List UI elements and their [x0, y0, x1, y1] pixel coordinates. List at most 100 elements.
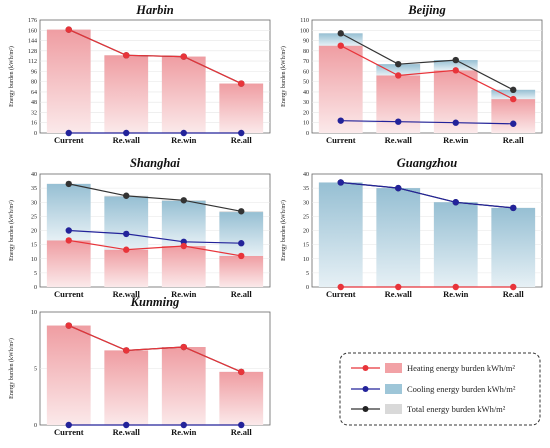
y-tick-label: 0: [306, 131, 309, 137]
point-heating: [123, 347, 130, 354]
chart-title: Shanghai: [130, 156, 181, 170]
point-total: [395, 60, 402, 68]
point-heating: [65, 26, 72, 33]
bar-heating: [46, 29, 91, 133]
y-tick-label: 20: [303, 110, 309, 116]
point-total: [510, 86, 517, 94]
y-tick-label: 50: [303, 80, 309, 86]
x-tick-label: Re.wall: [385, 289, 413, 299]
y-tick-label: 10: [31, 310, 37, 316]
bar-cooling: [376, 64, 421, 76]
y-tick-label: 0: [306, 285, 309, 291]
x-tick-label: Re.all: [503, 289, 525, 299]
x-tick-label: Re.win: [171, 135, 197, 145]
y-tick-label: 20: [31, 229, 37, 235]
point-cooling: [337, 179, 344, 186]
y-tick-label: 30: [303, 200, 309, 206]
chart-title: Beijing: [407, 3, 446, 17]
point-heating: [238, 80, 245, 87]
point-heating: [452, 67, 459, 74]
y-tick-label: 64: [31, 90, 37, 96]
x-tick-label: Re.wall: [113, 427, 141, 437]
legend-cooling-swatch: [385, 384, 402, 394]
line-cooling: [340, 181, 514, 209]
chart-title: Guangzhou: [397, 156, 457, 170]
legend-total-marker: [362, 406, 369, 412]
point-total: [337, 30, 344, 37]
y-tick-label: 70: [303, 59, 309, 65]
legend-cooling-marker: [362, 386, 369, 392]
point-heating: [180, 343, 187, 351]
x-tick-label: Re.wall: [113, 135, 141, 145]
legend-item-cooling: Cooling energy burden kWh/m²: [351, 384, 516, 394]
line-total: [68, 183, 242, 212]
bar-heating: [219, 371, 264, 425]
point-total: [123, 192, 130, 199]
y-tick-label: 96: [31, 69, 37, 75]
y-tick-label: 100: [300, 28, 309, 34]
y-tick-label: 0: [34, 285, 37, 291]
point-heating: [180, 53, 187, 60]
line-cooling: [68, 229, 242, 244]
y-tick-label: 30: [303, 100, 309, 106]
legend-total-swatch: [385, 404, 402, 414]
x-tick-label: Current: [54, 427, 84, 437]
point-heating: [123, 52, 130, 59]
chart-panel-harbin: 0 16 32 48 64 80 96 112 128 144 160 176 Current Re.wa…: [8, 3, 271, 145]
x-tick-label: Re.wall: [113, 289, 141, 299]
y-tick-label: 0: [34, 423, 37, 429]
point-cooling: [337, 117, 344, 124]
y-tick-label: 35: [303, 186, 309, 192]
y-axis-label: Energy burden (kWh/m²): [8, 200, 15, 261]
point-total: [65, 180, 72, 188]
point-heating: [337, 42, 344, 49]
point-total: [180, 197, 187, 204]
chart-title: Kunming: [130, 295, 180, 309]
point-heating: [123, 246, 130, 253]
chart-panel-shanghai: 0 5 10 15 20 25 30 35 40 Current Re.wall Re.win Re.a…: [8, 156, 271, 299]
bar-heating: [219, 255, 264, 287]
x-tick-label: Re.all: [231, 289, 253, 299]
line-total: [340, 32, 514, 91]
bar-cooling: [161, 200, 206, 247]
x-tick-label: Current: [326, 289, 356, 299]
line-heating: [68, 325, 242, 373]
bar-heating: [104, 249, 149, 287]
y-tick-label: 25: [31, 214, 37, 220]
y-tick-label: 80: [303, 49, 309, 55]
point-cooling: [65, 421, 72, 429]
y-tick-label: 30: [31, 200, 37, 206]
y-axis-label: Energy burden (kWh/m²): [280, 46, 287, 107]
point-cooling: [123, 230, 130, 238]
chart-panel-beijing: 0 10 20 30 40 50 60 70 80 90 100 110 Current Re.wall R…: [280, 3, 543, 145]
legend-heating-marker: [362, 365, 369, 371]
point-cooling: [238, 240, 245, 247]
y-tick-label: 10: [31, 257, 37, 263]
point-cooling: [452, 119, 459, 126]
bar-heating: [104, 55, 149, 133]
point-heating: [452, 283, 459, 291]
y-tick-label: 160: [28, 28, 37, 34]
x-tick-label: Re.win: [171, 289, 197, 299]
bar-heating: [161, 56, 206, 134]
line-heating: [68, 29, 242, 85]
point-cooling: [452, 199, 459, 206]
y-tick-label: 176: [28, 18, 37, 24]
point-total: [238, 208, 245, 215]
y-tick-label: 5: [34, 367, 37, 373]
x-tick-label: Current: [54, 135, 84, 145]
y-tick-label: 40: [303, 172, 309, 178]
point-heating: [65, 322, 72, 329]
bar-cooling: [491, 89, 536, 100]
x-tick-label: Current: [326, 135, 356, 145]
bar-heating: [161, 347, 206, 425]
y-tick-label: 144: [28, 39, 37, 45]
point-cooling: [123, 421, 130, 429]
x-tick-label: Re.all: [231, 135, 253, 145]
point-cooling: [238, 129, 245, 137]
y-tick-label: 110: [300, 18, 309, 24]
legend: Heating energy burden kWh/m² Cooling ene…: [339, 352, 541, 426]
legend-total-label: Total energy burden kWh/m²: [407, 404, 506, 414]
line-cooling: [340, 120, 514, 125]
y-tick-label: 16: [31, 121, 37, 127]
